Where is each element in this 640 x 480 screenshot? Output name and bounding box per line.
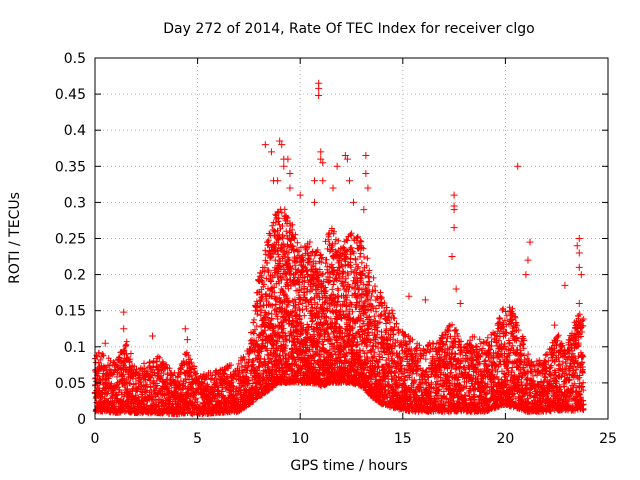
y-tick-label: 0.3	[64, 195, 86, 211]
roti-outlier-point	[311, 198, 319, 206]
x-tick-label: 10	[291, 431, 309, 447]
roti-outlier-point	[341, 151, 349, 159]
y-tick-label: 0.35	[55, 159, 86, 175]
roti-outlier-point	[575, 299, 583, 307]
roti-outlier-point	[274, 177, 282, 185]
y-axis-label: ROTI / TECUs	[7, 192, 23, 284]
roti-outlier-point	[183, 336, 191, 344]
roti-outlier-point	[101, 339, 109, 347]
roti-outlier-point	[296, 191, 304, 199]
y-tick-label: 0.15	[55, 304, 86, 320]
x-tick-label: 5	[193, 431, 202, 447]
roti-outlier-point	[317, 148, 325, 156]
roti-outlier-point	[317, 155, 325, 163]
roti-outlier-point	[551, 321, 559, 329]
y-tick-label: 0.25	[55, 232, 86, 248]
roti-outlier-point	[276, 137, 284, 145]
roti-outlier-point	[575, 263, 583, 271]
roti-outlier-point	[319, 159, 327, 167]
y-tick-label: 0	[77, 412, 86, 428]
x-tick-label: 0	[91, 431, 100, 447]
roti-outlier-point	[362, 151, 370, 159]
roti-outlier-point	[450, 224, 458, 232]
y-tick-label: 0.2	[64, 268, 86, 284]
roti-outlier-point	[261, 141, 269, 149]
roti-outlier-point	[452, 285, 460, 293]
roti-outlier-point	[456, 299, 464, 307]
x-axis-label: GPS time / hours	[290, 458, 407, 474]
y-tick-label: 0.05	[55, 376, 86, 392]
roti-outlier-point	[448, 253, 456, 261]
roti-outlier-point	[575, 235, 583, 242]
roti-outlier-point	[148, 332, 156, 340]
y-axis-ticks: 0 0.05 0.1 0.15 0.2 0.25 0.3 0.35 0.4 0.45 0.5	[55, 51, 608, 428]
roti-outlier-point	[315, 84, 323, 92]
roti-outlier-point	[319, 177, 327, 185]
chart-title: Day 272 of 2014, Rate Of TEC Index for r…	[163, 21, 534, 37]
roti-outlier-point	[286, 184, 294, 192]
roti-outlier-point	[284, 155, 292, 163]
roti-outlier-point	[514, 162, 522, 170]
x-axis-ticks: 0 5 10 15 20 25	[91, 58, 617, 447]
roti-outlier-point	[450, 206, 458, 214]
roti-outlier-point	[522, 271, 530, 279]
roti-outlier-point	[405, 292, 413, 300]
roti-outlier-point	[329, 184, 337, 192]
roti-outlier-point	[278, 141, 286, 149]
roti-outlier-point	[315, 92, 323, 100]
roti-outlier-point	[311, 177, 319, 185]
roti-outlier-point	[333, 162, 341, 170]
roti-outlier-point	[575, 249, 583, 257]
roti-outlier-point	[421, 296, 429, 304]
y-tick-label: 0.1	[64, 340, 86, 356]
roti-outlier-point	[345, 177, 353, 185]
roti-outlier-point	[364, 184, 372, 192]
roti-outlier-point	[561, 281, 569, 289]
roti-outlier-point	[267, 148, 275, 156]
roti-outlier-point	[360, 206, 368, 214]
roti-outlier-point	[450, 191, 458, 199]
x-tick-label: 20	[496, 431, 514, 447]
x-tick-label: 15	[394, 431, 412, 447]
roti-outlier-point	[181, 325, 189, 333]
y-tick-label: 0.4	[64, 123, 86, 139]
roti-outlier-point	[120, 308, 128, 316]
roti-outlier-point	[524, 256, 532, 264]
data-points	[91, 79, 587, 418]
roti-outlier-point	[286, 170, 294, 178]
y-tick-label: 0.45	[55, 87, 86, 103]
roti-outlier-point	[526, 238, 534, 246]
roti-outlier-point	[343, 155, 351, 163]
roti-outlier-point	[120, 325, 128, 333]
x-tick-label: 25	[599, 431, 617, 447]
roti-outlier-point	[362, 170, 370, 178]
roti-point-cloud	[91, 206, 587, 418]
roti-outlier-point	[573, 242, 581, 250]
roti-outlier-point	[350, 198, 358, 206]
roti-outlier-point	[577, 271, 585, 279]
roti-outlier-point	[280, 162, 288, 170]
y-tick-label: 0.5	[64, 51, 86, 67]
